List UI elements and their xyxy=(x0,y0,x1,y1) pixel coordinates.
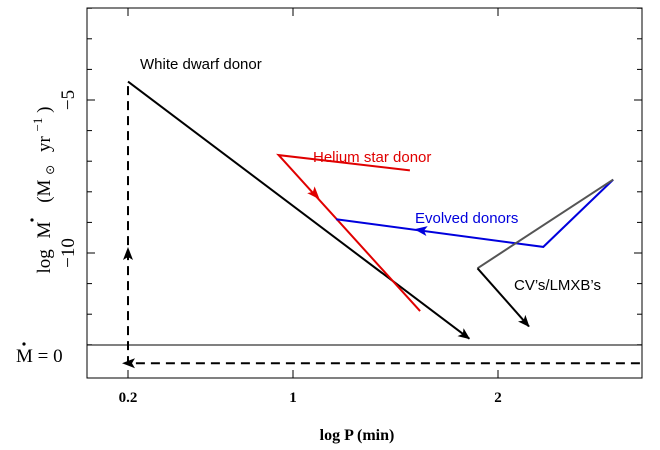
series-arrowhead xyxy=(123,247,133,260)
svg-text:log M (M ⊙: log M (M ⊙ yr −1 ) xyxy=(26,107,59,274)
y-label-sun: ⊙ xyxy=(43,165,57,175)
x-tick-label: 0.2 xyxy=(119,390,138,406)
y-label-yr: yr xyxy=(34,136,55,153)
axis-ticks xyxy=(87,7,642,378)
x-tick-label: 1 xyxy=(289,390,297,406)
y-label-exp: −1 xyxy=(30,118,45,132)
series-line xyxy=(335,178,614,248)
y-label-log: log xyxy=(34,249,55,274)
series-arrowhead xyxy=(414,226,428,236)
plot-frame xyxy=(86,7,643,379)
series-line xyxy=(127,81,640,365)
series-line xyxy=(127,80,471,340)
series-layer xyxy=(122,80,640,369)
annotation-cv-lmxb: CV’s/LMXB’s xyxy=(514,277,601,294)
y-tick-label: −10 xyxy=(58,238,79,268)
zero-label-mdot: M xyxy=(16,346,33,367)
y-tick-label: −5 xyxy=(58,90,79,110)
annotation-white-dwarf: White dwarf donor xyxy=(140,56,262,73)
series-line xyxy=(476,178,614,270)
x-axis-label: log P (min) xyxy=(320,427,395,444)
y-label-unit-close: ) xyxy=(34,107,55,113)
series-line xyxy=(476,267,530,328)
series-line xyxy=(276,153,421,312)
svg-text:M = 0: M = 0 xyxy=(16,346,63,367)
zero-label-rest: = 0 xyxy=(33,346,63,367)
x-tick-label: 2 xyxy=(494,390,502,406)
zero-label-dot xyxy=(22,342,26,346)
series-arrowhead xyxy=(307,186,320,200)
annotation-evolved: Evolved donors xyxy=(415,210,518,227)
y-label-mdot: M xyxy=(34,221,55,238)
series-arrowhead xyxy=(122,358,135,369)
y-label-unit-open: (M xyxy=(34,179,55,202)
zero-line-label: M = 0 xyxy=(16,342,63,367)
annotation-helium-star: Helium star donor xyxy=(313,149,431,166)
mdot-dot xyxy=(30,218,34,222)
y-axis-label: log M (M ⊙ yr −1 ) xyxy=(26,107,59,274)
